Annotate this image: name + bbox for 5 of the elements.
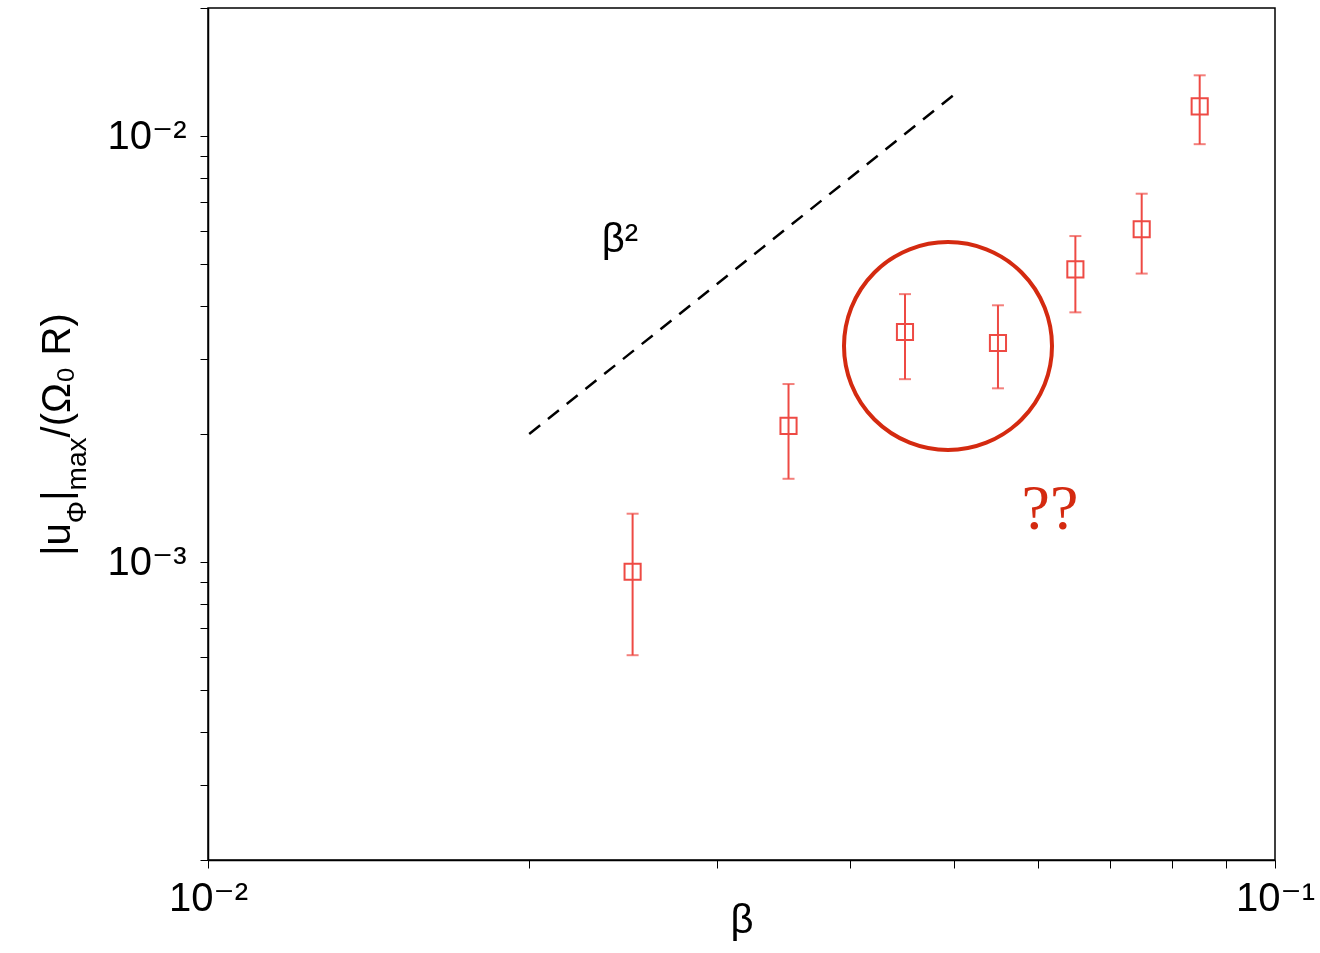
x-tick-label: 10⁻¹ (1236, 874, 1315, 919)
x-axis-title: β (730, 896, 754, 941)
y-tick-label: 10⁻³ (107, 538, 187, 583)
annotation: β² (601, 216, 639, 260)
annotation: ?? (1021, 472, 1079, 543)
